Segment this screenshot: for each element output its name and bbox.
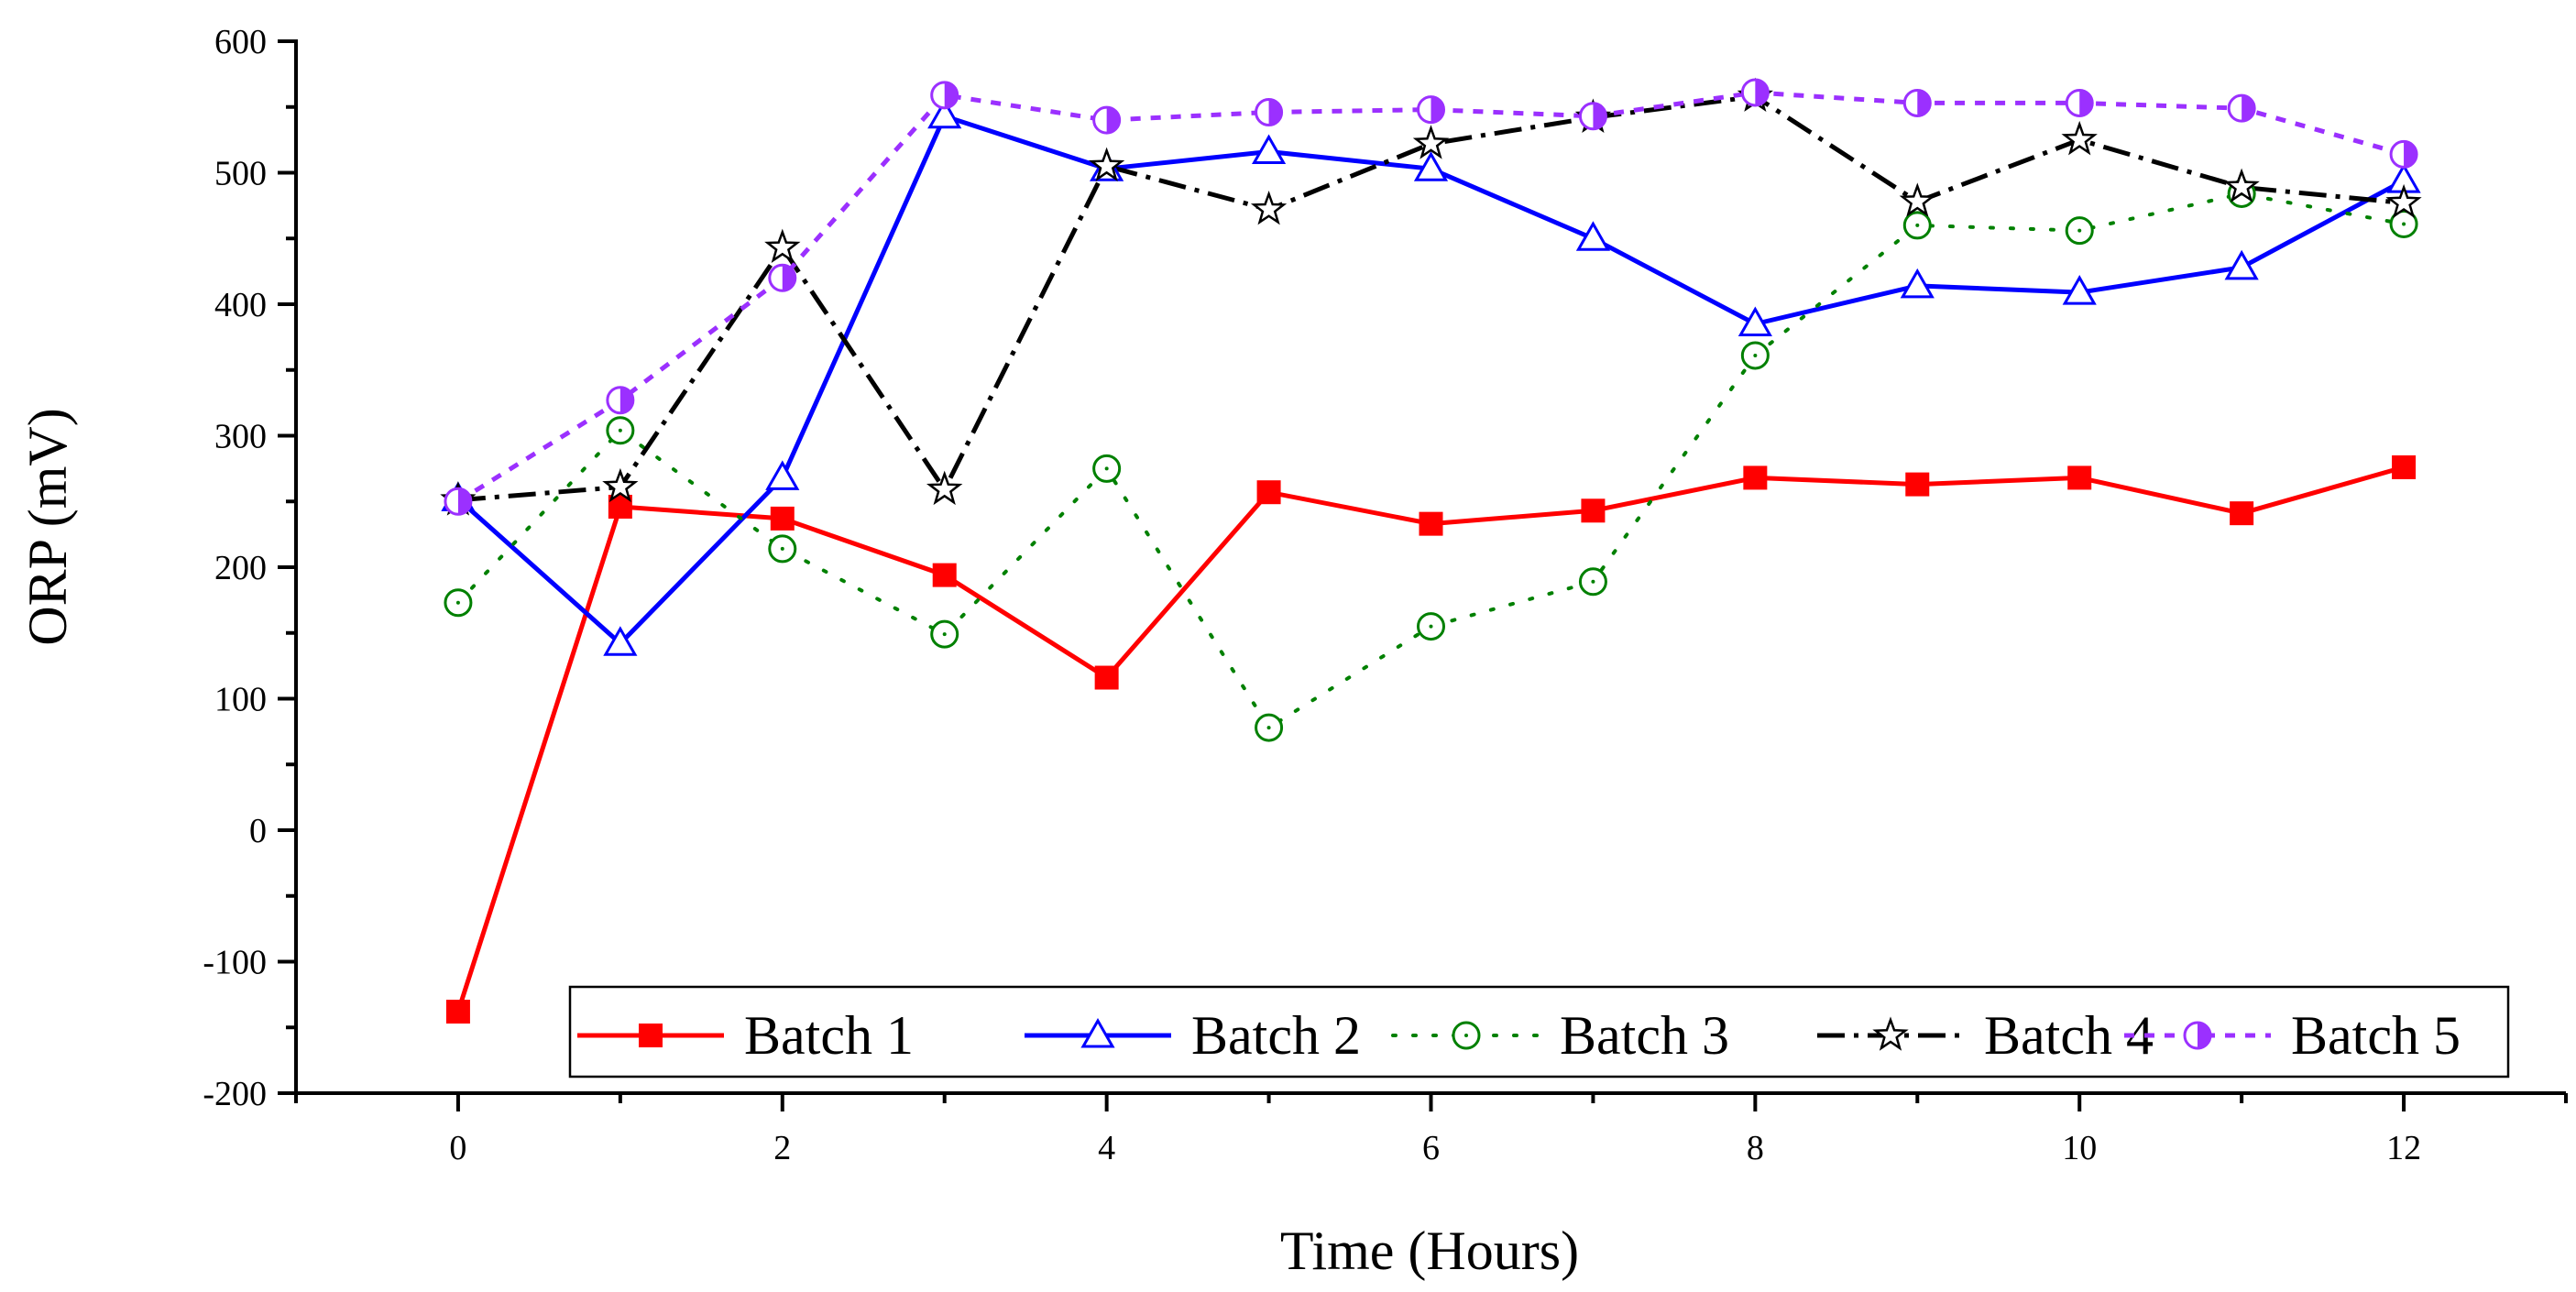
legend-label: Batch 2 — [1191, 1005, 1361, 1066]
data-point-batch-2 — [927, 98, 962, 129]
y-tick-label: -100 — [203, 944, 267, 982]
data-point-batch-3 — [606, 416, 635, 445]
y-tick-label: 300 — [214, 418, 267, 456]
series-line-batch-2 — [456, 114, 2406, 646]
legend-item-batch-5: Batch 5 — [2124, 1005, 2461, 1066]
data-point-batch-5 — [1255, 97, 1284, 126]
data-point-batch-5 — [1902, 88, 1932, 117]
data-point-batch-3 — [1255, 713, 1284, 742]
data-point-batch-4 — [2385, 183, 2422, 219]
data-point-batch-2 — [603, 626, 638, 656]
data-point-batch-3 — [1417, 612, 1445, 641]
data-point-batch-4 — [1089, 147, 1125, 182]
data-point-batch-3 — [2065, 216, 2094, 246]
data-point-batch-1 — [1419, 511, 1443, 536]
series-markers — [440, 77, 2422, 1024]
x-tick-label: 4 — [1098, 1129, 1115, 1167]
data-point-batch-5 — [2227, 93, 2256, 123]
data-point-batch-3 — [768, 534, 797, 564]
data-point-batch-2 — [1737, 306, 1772, 337]
legend-label: Batch 5 — [2291, 1005, 2461, 1066]
data-point-batch-2 — [765, 460, 800, 490]
data-point-batch-2 — [2062, 275, 2097, 305]
data-point-batch-5 — [1417, 95, 1445, 125]
data-point-batch-5 — [2065, 88, 2094, 117]
data-point-batch-1 — [770, 506, 795, 531]
data-point-batch-2 — [1900, 268, 1935, 299]
data-point-batch-5 — [1578, 102, 1607, 131]
data-point-batch-4 — [764, 228, 801, 263]
data-point-batch-4 — [2061, 120, 2098, 156]
data-point-batch-3 — [930, 619, 959, 649]
data-point-batch-3 — [1902, 211, 1932, 240]
y-axis-title: ORP (mV) — [17, 408, 78, 645]
data-point-batch-2 — [1413, 151, 1449, 181]
y-tick-label: 0 — [249, 812, 267, 850]
data-point-batch-3 — [2389, 209, 2418, 238]
data-point-batch-1 — [2230, 501, 2254, 526]
data-point-batch-1 — [445, 1000, 470, 1024]
data-point-batch-1 — [1094, 665, 1119, 690]
y-tick-label: 100 — [214, 681, 267, 719]
legend-label: Batch 3 — [1560, 1005, 1729, 1066]
data-point-batch-3 — [1578, 567, 1607, 597]
data-point-batch-2 — [1575, 221, 1611, 251]
series-line-batch-3 — [455, 192, 2406, 730]
data-point-batch-3 — [444, 588, 473, 618]
y-tick-label: -200 — [203, 1075, 267, 1113]
data-point-batch-1 — [1905, 472, 1930, 497]
data-point-batch-5 — [444, 487, 473, 516]
y-tick-label: 500 — [214, 155, 267, 193]
data-point-batch-1 — [2067, 465, 2092, 490]
data-point-batch-5 — [1740, 78, 1770, 107]
legend-item-batch-3: Batch 3 — [1391, 1005, 1729, 1066]
x-tick-label: 10 — [2062, 1129, 2097, 1167]
series-lines — [455, 90, 2406, 1013]
data-point-batch-1 — [1256, 480, 1281, 505]
data-point-batch-4 — [2223, 168, 2260, 203]
legend-marker — [2183, 1021, 2212, 1050]
y-tick-label: 400 — [214, 286, 267, 324]
legend-marker — [1452, 1021, 1481, 1050]
data-point-batch-5 — [2389, 139, 2418, 169]
data-point-batch-4 — [1899, 182, 1936, 217]
x-tick-label: 12 — [2386, 1129, 2421, 1167]
data-point-batch-1 — [2392, 454, 2417, 479]
x-axis-title: Time (Hours) — [1280, 1221, 1579, 1281]
legend-marker — [639, 1024, 663, 1047]
y-tick-label: 600 — [214, 23, 267, 61]
x-tick-label: 0 — [449, 1129, 466, 1167]
data-point-batch-5 — [1092, 105, 1122, 135]
data-point-batch-4 — [1412, 125, 1450, 159]
data-point-batch-4 — [1250, 191, 1288, 225]
data-point-batch-3 — [1740, 341, 1770, 370]
data-point-batch-3 — [1092, 454, 1122, 483]
series-line-batch-1 — [455, 465, 2405, 1013]
legend-item-batch-2: Batch 2 — [1025, 1005, 1361, 1066]
data-point-batch-4 — [926, 470, 963, 506]
x-tick-label: 6 — [1422, 1129, 1440, 1167]
legend: Batch 1 Batch 2 Batch 3 Batch 4 Batch 5 — [568, 985, 2510, 1078]
data-point-batch-1 — [1743, 465, 1768, 490]
tick-marks: -200 -100 0 100 200 300 400 500 600 0 2 4 6 8 10 12 — [203, 23, 2568, 1167]
legend-item-batch-1: Batch 1 — [577, 1005, 914, 1066]
data-point-batch-5 — [768, 263, 797, 292]
legend-label: Batch 1 — [744, 1005, 914, 1066]
x-tick-label: 2 — [773, 1129, 791, 1167]
data-point-batch-2 — [1251, 134, 1287, 165]
x-tick-label: 8 — [1747, 1129, 1764, 1167]
data-point-batch-4 — [602, 467, 639, 503]
data-point-batch-5 — [930, 81, 959, 110]
axes — [294, 39, 2566, 1095]
legend-marker — [1080, 1017, 1115, 1048]
data-point-batch-2 — [2224, 249, 2259, 280]
data-point-batch-1 — [1581, 498, 1606, 523]
data-point-batch-1 — [932, 563, 957, 587]
data-point-batch-5 — [606, 386, 635, 415]
y-tick-label: 200 — [214, 549, 267, 587]
legend-marker — [1872, 1016, 1909, 1051]
